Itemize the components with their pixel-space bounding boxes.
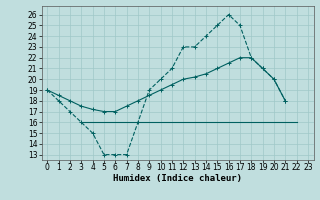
X-axis label: Humidex (Indice chaleur): Humidex (Indice chaleur) bbox=[113, 174, 242, 183]
